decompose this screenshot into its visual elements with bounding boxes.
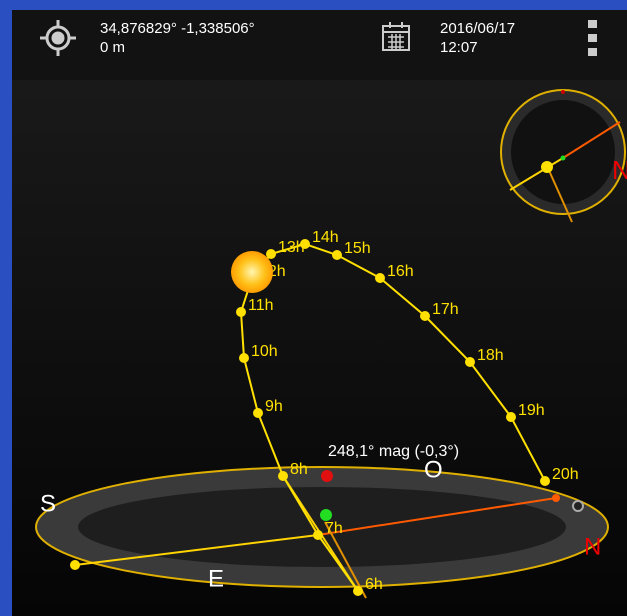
hour-label: 19h	[518, 402, 545, 419]
hour-dot	[266, 249, 276, 259]
hour-label: 8h	[290, 461, 308, 478]
current-azimuth-dot	[321, 470, 333, 482]
hour-dot	[253, 408, 263, 418]
top-bar	[12, 10, 627, 80]
time: 12:07	[440, 39, 478, 56]
hour-dot	[540, 476, 550, 486]
calendar-icon[interactable]	[382, 22, 410, 51]
east-label: E	[208, 565, 224, 592]
date: 2016/06/17	[440, 20, 515, 37]
sun	[231, 251, 273, 293]
hour-label: 13h	[278, 239, 305, 256]
hour-dot	[313, 530, 323, 540]
azimuth-annotation: 248,1° mag (-0,3°)	[328, 443, 459, 460]
hour-dot	[278, 471, 288, 481]
mini-compass-north: N	[612, 155, 627, 185]
hour-dot	[236, 307, 246, 317]
hour-dot	[300, 239, 310, 249]
hour-dot	[239, 353, 249, 363]
west-label: O	[424, 456, 443, 483]
hour-label: 7h	[325, 520, 343, 537]
hour-dot	[420, 311, 430, 321]
hour-label: 17h	[432, 301, 459, 318]
menu-button[interactable]	[588, 20, 597, 56]
hour-dot	[353, 586, 363, 596]
hour-dot	[465, 357, 475, 367]
hour-label: 20h	[552, 466, 579, 483]
horizon: S E O N	[35, 456, 609, 599]
hour-label: 10h	[251, 343, 278, 360]
south-label: S	[40, 490, 56, 517]
hour-label: 16h	[387, 263, 414, 280]
altitude: 0 m	[100, 39, 125, 56]
hour-label: 6h	[365, 576, 383, 593]
hour-label: 11h	[248, 297, 274, 314]
hour-dot	[332, 250, 342, 260]
hour-dot	[506, 412, 516, 422]
hour-label: 14h	[312, 229, 339, 246]
hour-label: 18h	[477, 347, 504, 364]
north-label: N	[584, 533, 601, 560]
coordinates: 34,876829° -1,338506°	[100, 20, 255, 37]
hour-dot	[375, 273, 385, 283]
mini-compass: N	[500, 89, 627, 223]
hour-label: 15h	[344, 240, 371, 257]
location-icon[interactable]	[40, 20, 76, 56]
hour-label: 9h	[265, 398, 283, 415]
